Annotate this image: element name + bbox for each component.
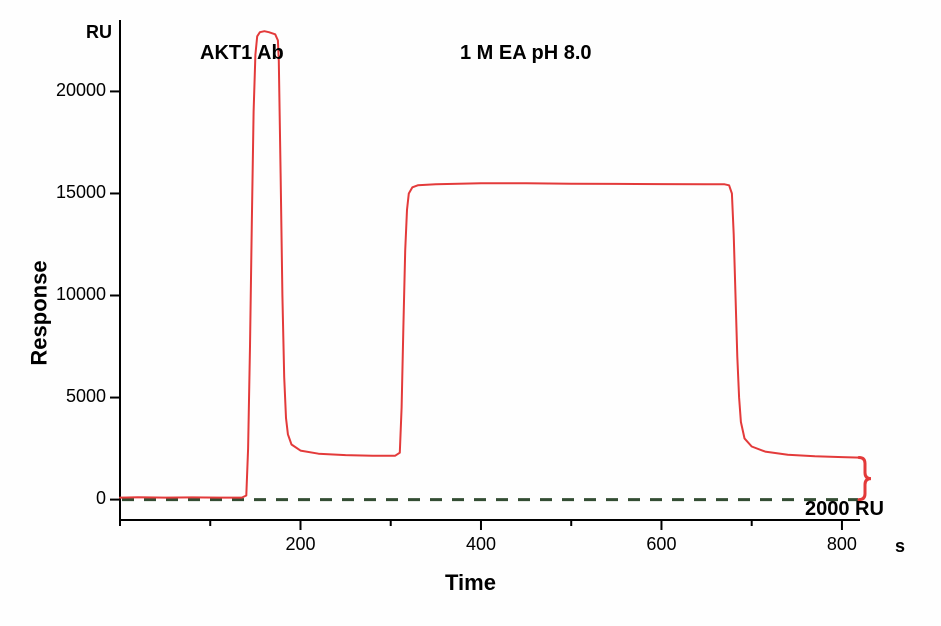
- y-tick-label: 0: [30, 488, 106, 509]
- x-tick-label: 600: [641, 534, 681, 555]
- x-axis-unit: s: [895, 536, 905, 557]
- y-tick-label: 20000: [30, 80, 106, 101]
- y-tick-label: 15000: [30, 182, 106, 203]
- plot-canvas: [0, 0, 941, 626]
- annotation-2000-ru: 2000 RU: [805, 498, 884, 521]
- y-axis-label: Response: [27, 260, 53, 365]
- annotation-akt1-ab: AKT1 Ab: [200, 42, 284, 65]
- y-tick-label: 5000: [30, 386, 106, 407]
- spr-sensorgram-chart: Response Time RU s AKT1 Ab 1 M EA pH 8.0…: [0, 0, 941, 626]
- annotation-ea-ph: 1 M EA pH 8.0: [460, 42, 592, 65]
- x-tick-label: 400: [461, 534, 501, 555]
- x-tick-label: 800: [822, 534, 862, 555]
- x-tick-label: 200: [280, 534, 320, 555]
- y-axis-unit: RU: [86, 22, 112, 43]
- x-axis-label: Time: [0, 570, 941, 596]
- y-tick-label: 10000: [30, 284, 106, 305]
